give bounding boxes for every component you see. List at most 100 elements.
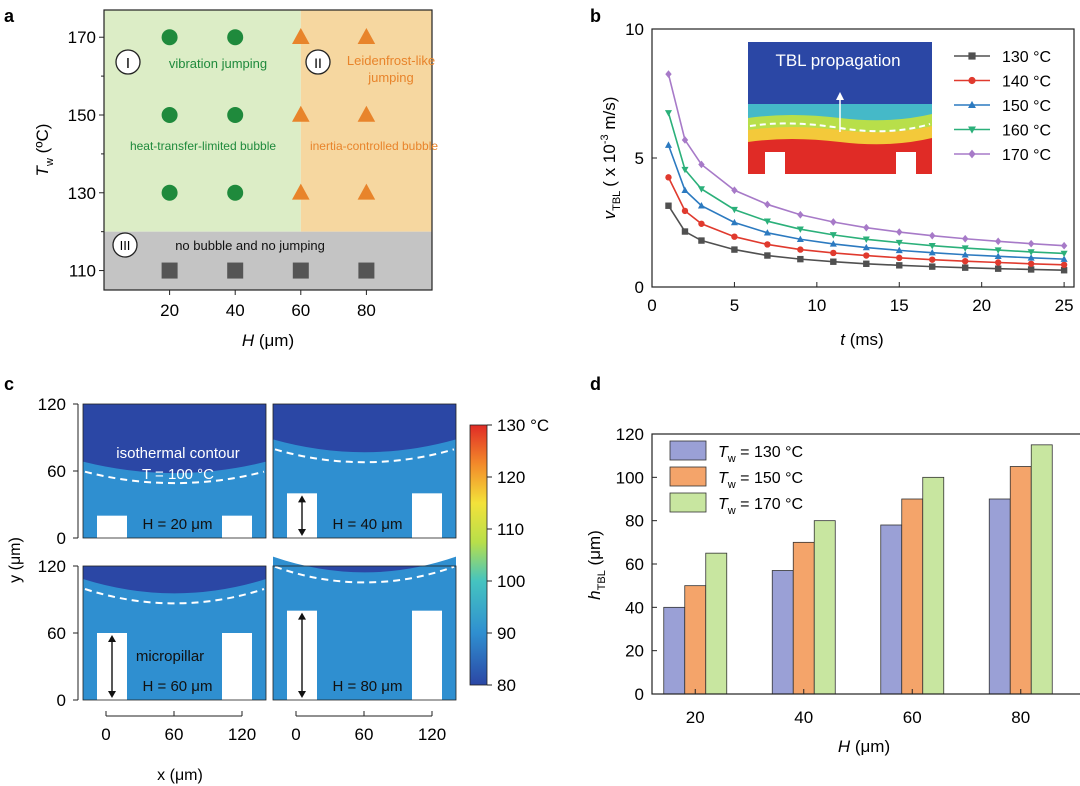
series-point-4-2 bbox=[698, 160, 705, 169]
marker-0-2 bbox=[161, 107, 178, 123]
x-tick-label: 20 bbox=[160, 301, 179, 320]
axis-ticks: 20 40 60 80 0 20 40 60 80 100 120 bbox=[616, 425, 1031, 727]
series-point-1-9 bbox=[929, 256, 936, 263]
region-numeral-III: III bbox=[120, 238, 131, 253]
region-badge-I bbox=[115, 49, 141, 75]
x-tick-label: 5 bbox=[730, 296, 739, 315]
legend-label-1: Tw = 150 °C bbox=[718, 470, 803, 491]
x-tick-label: 60 bbox=[291, 301, 310, 320]
legend: 130 °C 140 °C 150 °C 160 °C 170 °C bbox=[954, 49, 1051, 164]
panel-b: TBL propagation 0 5 10 15 20 25 0 5 10 130 °C 140… bbox=[599, 20, 1075, 349]
y-tick-label: 120 bbox=[38, 395, 66, 414]
plot-frame bbox=[103, 9, 433, 291]
series-point-1-5 bbox=[797, 246, 804, 253]
legend-label-4: 170 °C bbox=[1002, 147, 1051, 164]
series-point-4-13 bbox=[1060, 241, 1068, 250]
x-axis-title: H (μm) bbox=[242, 331, 294, 350]
series-point-3-7 bbox=[862, 236, 870, 243]
x-tick-label: 10 bbox=[807, 296, 826, 315]
y-tick-label: 100 bbox=[616, 468, 644, 487]
label-heat-transfer-limited: heat-transfer-limited bubble bbox=[130, 139, 276, 153]
series-point-3-2 bbox=[697, 186, 705, 193]
inset-pillar-left bbox=[765, 152, 785, 174]
h-label-H-20: H = 20 μm bbox=[143, 516, 213, 533]
height-arrow-head-top bbox=[108, 635, 116, 642]
marker-1-5 bbox=[357, 28, 376, 45]
line-plot bbox=[664, 70, 1068, 274]
series-point-4-11 bbox=[994, 237, 1002, 246]
series-point-0-6 bbox=[830, 258, 837, 265]
series-point-3-11 bbox=[994, 247, 1002, 254]
isotherm-contour bbox=[274, 565, 455, 584]
bar-2-2 bbox=[922, 476, 945, 695]
y-tick-label: 5 bbox=[635, 149, 644, 168]
isotherm-contour bbox=[274, 448, 455, 464]
series-point-0-11 bbox=[994, 265, 1002, 272]
series-line-3 bbox=[667, 112, 1065, 255]
inset-hot-field bbox=[748, 138, 932, 174]
series-point-2-13 bbox=[1060, 255, 1068, 262]
series-point-4-5 bbox=[797, 210, 804, 219]
series-point-3-9 bbox=[928, 243, 936, 250]
isotherm-contour bbox=[84, 470, 265, 485]
series-point-1-0 bbox=[665, 174, 672, 181]
series-line-0 bbox=[667, 205, 1065, 272]
legend: Tw = 130 °C Tw = 150 °C Tw = 170 °C bbox=[669, 440, 803, 517]
series-point-2-6 bbox=[829, 240, 837, 247]
panel-letter-b: b bbox=[590, 6, 601, 26]
x-tick-label: 0 bbox=[101, 725, 110, 744]
series-point-0-10 bbox=[962, 264, 969, 271]
x-tick-label: 80 bbox=[357, 301, 376, 320]
marker-0-3 bbox=[227, 107, 244, 123]
x-tick-label: 0 bbox=[647, 296, 656, 315]
y-tick-label: 110 bbox=[69, 262, 96, 281]
y-tick-label: 0 bbox=[57, 691, 66, 710]
x-tick-label: 15 bbox=[890, 296, 909, 315]
y-axis-title: Tw (ºC) bbox=[33, 124, 56, 177]
colorbar-tick-label: 100 bbox=[497, 572, 525, 591]
marker-0-0 bbox=[161, 184, 178, 201]
y-tick-label: 10 bbox=[625, 20, 644, 39]
x-tick-label: 60 bbox=[165, 725, 184, 744]
legend-marker-4 bbox=[968, 149, 976, 159]
isotherm-label-line1: isothermal contour bbox=[116, 445, 239, 462]
y-tick-label: 130 bbox=[68, 184, 96, 203]
isotherm-contour bbox=[84, 588, 265, 605]
series-point-3-8 bbox=[895, 239, 903, 247]
series-point-1-11 bbox=[994, 259, 1002, 266]
axes: 0 60 120 0 60 120 0 60 120 0 60 120 bbox=[38, 395, 447, 744]
series-point-2-7 bbox=[862, 243, 870, 251]
marker-1-4 bbox=[292, 28, 310, 45]
label-leidenfrost-line1: Leidenfrost-like bbox=[347, 53, 435, 68]
series-point-1-4 bbox=[764, 241, 771, 248]
series-point-0-4 bbox=[764, 252, 771, 259]
inset-title: TBL propagation bbox=[775, 51, 900, 70]
series-point-2-5 bbox=[796, 235, 804, 242]
tbl-inset: TBL propagation bbox=[748, 42, 932, 174]
field-frame bbox=[272, 403, 457, 539]
series-point-4-10 bbox=[962, 234, 969, 243]
series-point-1-3 bbox=[731, 233, 738, 240]
y-tick-label: 60 bbox=[47, 462, 66, 481]
series-point-1-13 bbox=[1060, 261, 1068, 269]
series-point-2-8 bbox=[895, 246, 903, 254]
region-I bbox=[104, 10, 301, 232]
y-tick-label: 0 bbox=[57, 529, 66, 548]
series-line-4 bbox=[667, 73, 1065, 247]
series-point-4-9 bbox=[929, 231, 936, 240]
x-tick-label: 40 bbox=[226, 301, 245, 320]
field-frame bbox=[82, 565, 267, 701]
micropillar-right bbox=[412, 610, 442, 700]
series-point-0-1 bbox=[681, 228, 689, 235]
colorbar-tick-label: 130 °C bbox=[497, 416, 549, 435]
phase-markers bbox=[161, 28, 376, 279]
series-point-1-6 bbox=[830, 249, 837, 257]
marker-2-0 bbox=[161, 262, 178, 279]
legend-swatch-1 bbox=[669, 466, 707, 487]
colorbar-tick-label: 80 bbox=[497, 676, 516, 695]
series-point-0-7 bbox=[863, 260, 870, 267]
field-H-40: H = 40 μm bbox=[272, 403, 457, 539]
series-line-1 bbox=[667, 176, 1065, 266]
region-badge-III bbox=[112, 232, 138, 258]
bar-1-0 bbox=[684, 585, 707, 695]
